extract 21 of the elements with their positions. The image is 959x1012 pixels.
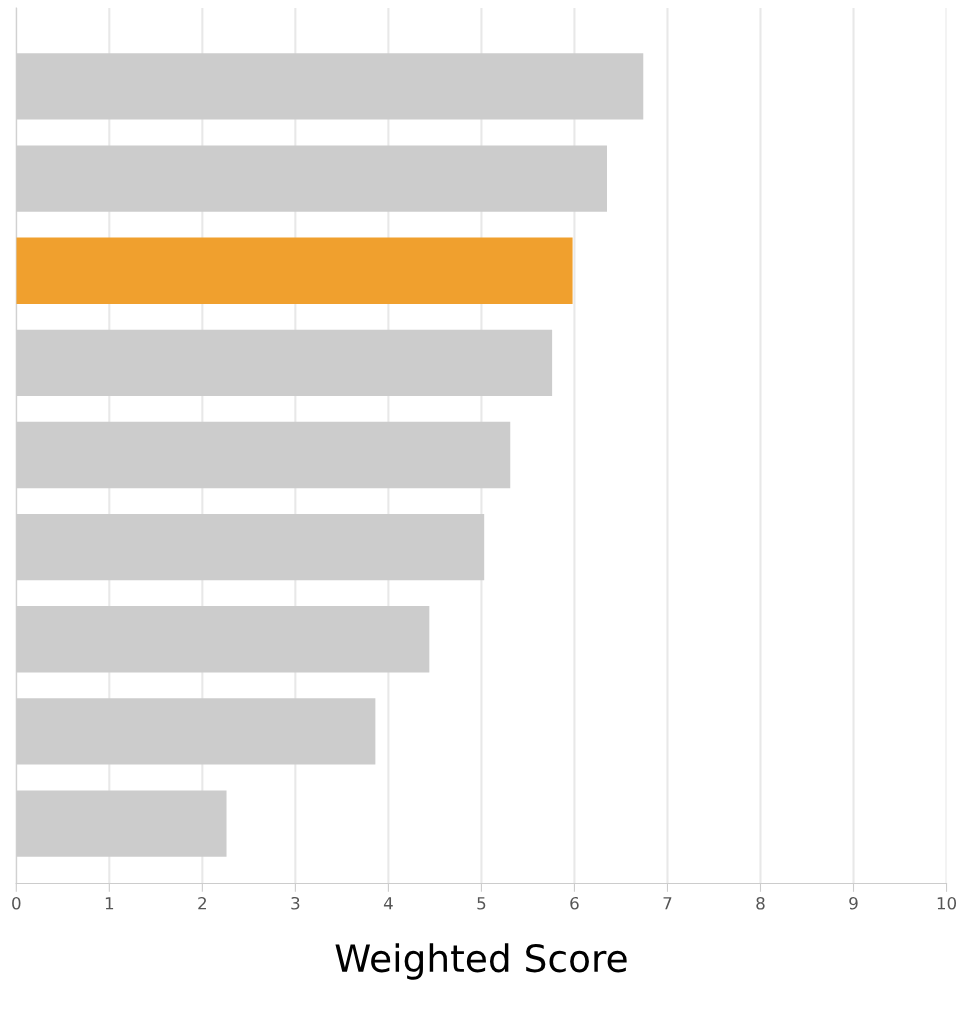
bar	[16, 329, 553, 397]
bar	[16, 790, 227, 857]
x-tick-label: 1	[105, 897, 114, 910]
bar	[16, 513, 485, 581]
bar	[16, 698, 376, 765]
bar	[16, 237, 573, 304]
x-axis-title: Weighted Score	[335, 943, 627, 980]
bar	[16, 145, 607, 212]
x-tick-label: 6	[570, 896, 579, 910]
x-tick-label: 4	[383, 897, 393, 910]
x-tick-label: 8	[756, 896, 765, 910]
x-tick-label: 10	[937, 896, 957, 910]
x-tick-label: 0	[12, 896, 21, 910]
bar	[16, 421, 511, 489]
x-tick-label: 2	[198, 896, 206, 910]
x-tick-label: 7	[663, 897, 672, 910]
x-tick-label: 9	[849, 896, 858, 910]
x-tick-label: 3	[291, 896, 300, 910]
bar	[16, 53, 644, 120]
bar	[16, 606, 430, 673]
x-tick-label: 5	[477, 897, 486, 910]
